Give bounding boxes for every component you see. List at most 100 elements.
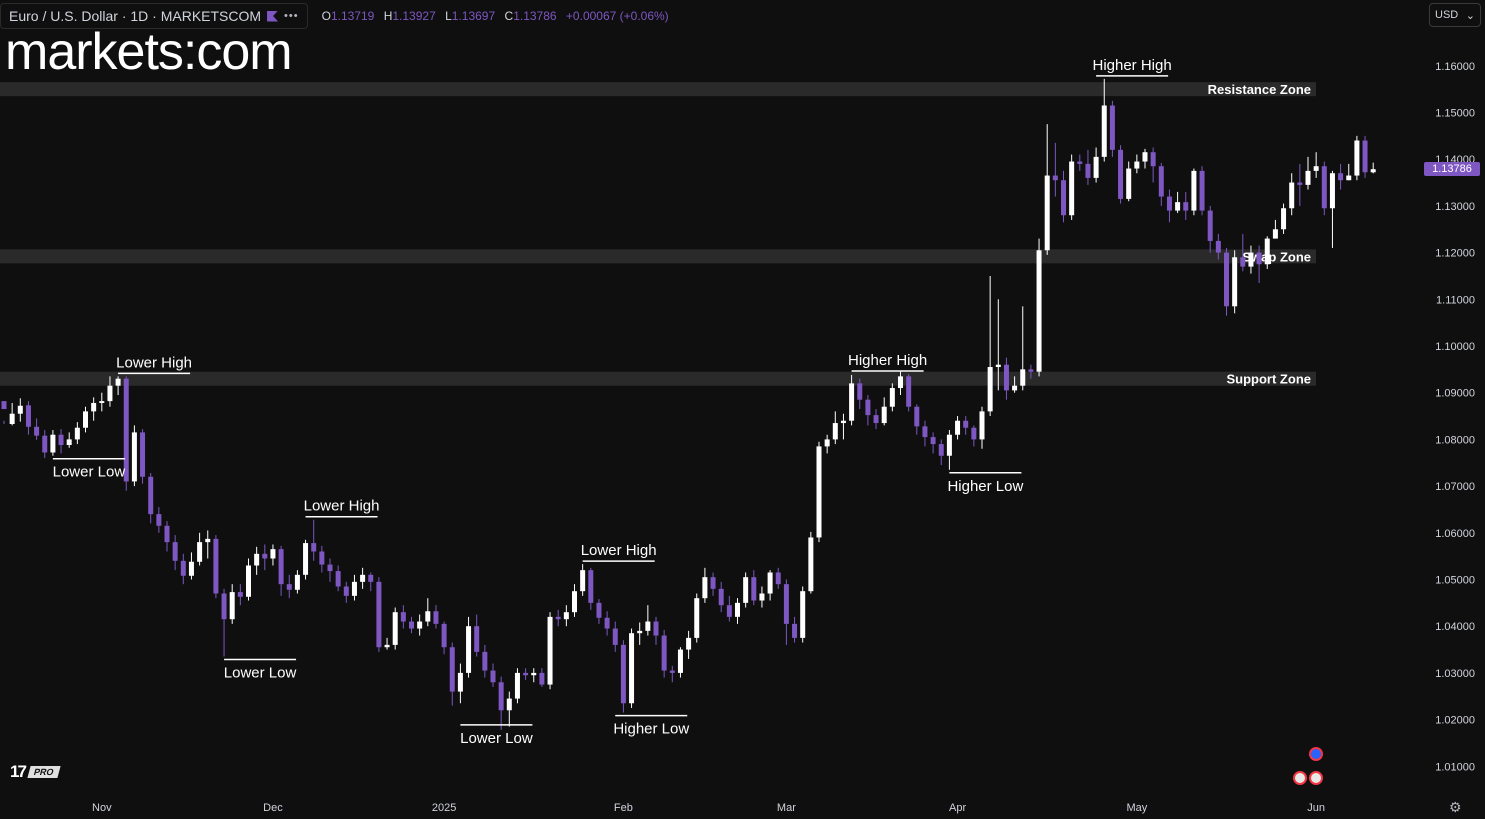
time-tick-label: Feb xyxy=(614,802,633,814)
currency-value: USD xyxy=(1435,9,1459,21)
open-label: O xyxy=(321,9,331,23)
eu-event-icon[interactable] xyxy=(1309,747,1323,761)
price-tick-label: 1.05000 xyxy=(1435,575,1475,587)
candle-body xyxy=(971,427,977,440)
symbol-box[interactable]: Euro / U.S. Dollar · 1D · MARKETSCOM ••• xyxy=(0,3,308,29)
time-tick-label: Nov xyxy=(92,802,112,814)
candle-body xyxy=(1191,170,1197,211)
candle-body xyxy=(1012,385,1018,391)
annotation-label: Higher Low xyxy=(613,721,689,738)
high-value: 1.13927 xyxy=(392,9,436,23)
price-tick-label: 1.13000 xyxy=(1435,201,1475,213)
candle-body xyxy=(156,514,162,526)
tradingview-logo[interactable]: 17 PRO xyxy=(10,762,61,782)
annotation-label: Higher Low xyxy=(947,478,1023,495)
candle-body xyxy=(303,543,309,575)
candle-body xyxy=(172,542,178,561)
candle-body xyxy=(490,670,496,683)
candle-body xyxy=(205,538,211,543)
candle-body xyxy=(449,647,455,692)
candle-body xyxy=(1118,149,1124,199)
candle-body xyxy=(759,593,765,601)
annotations: Lower Low Lower High Lower Low Lower High Lo… xyxy=(53,57,1172,747)
price-tick-label: 1.06000 xyxy=(1435,528,1475,540)
price-tick-label: 1.10000 xyxy=(1435,341,1475,353)
candle-body xyxy=(922,426,928,438)
time-tick-label: Apr xyxy=(949,802,966,814)
candle-body xyxy=(425,611,431,622)
candles xyxy=(1,78,1376,730)
candle-body xyxy=(572,591,577,613)
close-value: 1.13786 xyxy=(513,9,557,23)
candle-body xyxy=(1142,152,1148,162)
candle-body xyxy=(115,378,121,386)
candle-body xyxy=(360,574,366,582)
price-tick-label: 1.01000 xyxy=(1435,761,1475,773)
zone-band xyxy=(0,249,1316,264)
candle-body xyxy=(1158,166,1164,197)
open-value: 1.13719 xyxy=(330,9,375,23)
candle-body xyxy=(669,670,675,673)
symbol-title[interactable]: Euro / U.S. Dollar · 1D · MARKETSCOM xyxy=(9,8,262,24)
candle-body xyxy=(1297,182,1303,185)
last-price-tag: 1.13786 xyxy=(1424,162,1480,176)
time-tick-label: May xyxy=(1126,802,1147,814)
candle-body xyxy=(514,672,520,699)
flag-icon[interactable] xyxy=(267,10,279,22)
candle-body xyxy=(677,649,683,673)
candle-body xyxy=(246,565,251,597)
candle-body xyxy=(221,593,227,620)
candle-body xyxy=(1289,182,1295,209)
low-value: 1.13697 xyxy=(451,9,496,23)
candle-body xyxy=(555,616,561,620)
candle-body xyxy=(74,427,80,440)
currency-select[interactable]: USD ⌄ xyxy=(1429,3,1481,27)
candle-body xyxy=(17,405,23,414)
price-tick-label: 1.16000 xyxy=(1435,61,1475,73)
price-tick-label: 1.04000 xyxy=(1435,621,1475,633)
annotation-label: Lower High xyxy=(304,498,380,515)
zone-band xyxy=(0,82,1316,97)
candle-body xyxy=(653,621,659,636)
candle-body xyxy=(1183,202,1189,211)
candle-body xyxy=(164,525,170,543)
candle-body xyxy=(873,415,879,424)
candle-body xyxy=(441,623,447,648)
candle-body xyxy=(702,577,708,599)
candle-body xyxy=(800,591,806,638)
candle-body xyxy=(1020,369,1026,386)
candle-body xyxy=(865,399,871,416)
candle-body xyxy=(1240,257,1246,267)
annotation-label: Lower Low xyxy=(53,464,126,481)
chart-header: Euro / U.S. Dollar · 1D · MARKETSCOM •••… xyxy=(0,3,675,29)
candle-body xyxy=(661,635,667,671)
candle-body xyxy=(1069,161,1075,216)
gear-icon[interactable]: ⚙ xyxy=(1449,799,1462,815)
time-tick-label: 2025 xyxy=(432,802,456,814)
candle-body xyxy=(1281,208,1287,230)
more-options-icon[interactable]: ••• xyxy=(284,10,299,22)
us-event-icon-2[interactable] xyxy=(1309,771,1323,785)
price-tick-label: 1.12000 xyxy=(1435,248,1475,260)
time-axis: Nov Dec 2025 Feb Mar Apr May Jun xyxy=(92,802,1325,814)
tv-logo-icon: 17 xyxy=(10,762,27,781)
candle-body xyxy=(840,420,846,424)
annotation-label: Lower Low xyxy=(224,665,297,682)
candle-body xyxy=(1232,257,1238,307)
candle-body xyxy=(50,434,56,453)
candle-body xyxy=(1338,173,1344,181)
candle-body xyxy=(123,378,129,482)
candle-body xyxy=(735,602,740,617)
candle-body xyxy=(1044,175,1050,251)
candle-body xyxy=(229,592,235,620)
candle-body xyxy=(963,420,969,428)
ohlc-readout: O1.13719 H1.13927 L1.13697 C1.13786 +0.0… xyxy=(322,9,675,23)
candle-body xyxy=(743,577,749,603)
price-tick-label: 1.07000 xyxy=(1435,481,1475,493)
candle-body xyxy=(294,574,300,590)
candle-body xyxy=(751,577,757,601)
candle-body xyxy=(506,698,512,711)
us-event-icon[interactable] xyxy=(1293,771,1307,785)
candle-body xyxy=(180,560,186,576)
